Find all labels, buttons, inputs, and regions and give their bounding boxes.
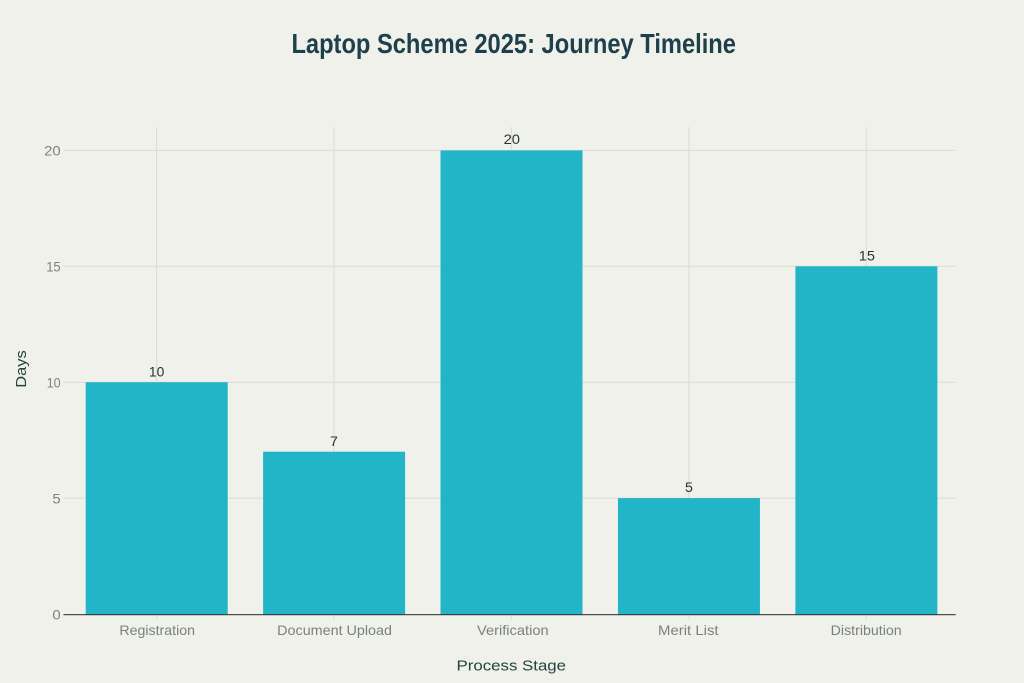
svg-text:10: 10	[149, 364, 165, 380]
svg-text:Verification: Verification	[477, 623, 549, 638]
svg-text:Process Stage: Process Stage	[457, 657, 567, 674]
svg-text:20: 20	[44, 144, 61, 159]
svg-text:Days: Days	[13, 350, 30, 388]
svg-text:Distribution: Distribution	[831, 623, 902, 638]
svg-text:15: 15	[859, 248, 875, 264]
svg-text:5: 5	[685, 480, 693, 496]
svg-text:7: 7	[330, 434, 338, 450]
svg-text:0: 0	[52, 607, 61, 622]
svg-text:Laptop Scheme 2025: Journey Ti: Laptop Scheme 2025: Journey Timeline	[291, 28, 736, 59]
svg-text:5: 5	[52, 492, 61, 507]
svg-text:20: 20	[504, 132, 521, 148]
svg-text:10: 10	[47, 376, 61, 391]
svg-text:Merit List: Merit List	[658, 623, 719, 638]
svg-text:15: 15	[46, 260, 61, 275]
svg-text:Document Upload: Document Upload	[277, 623, 392, 638]
svg-text:Registration: Registration	[119, 623, 195, 638]
